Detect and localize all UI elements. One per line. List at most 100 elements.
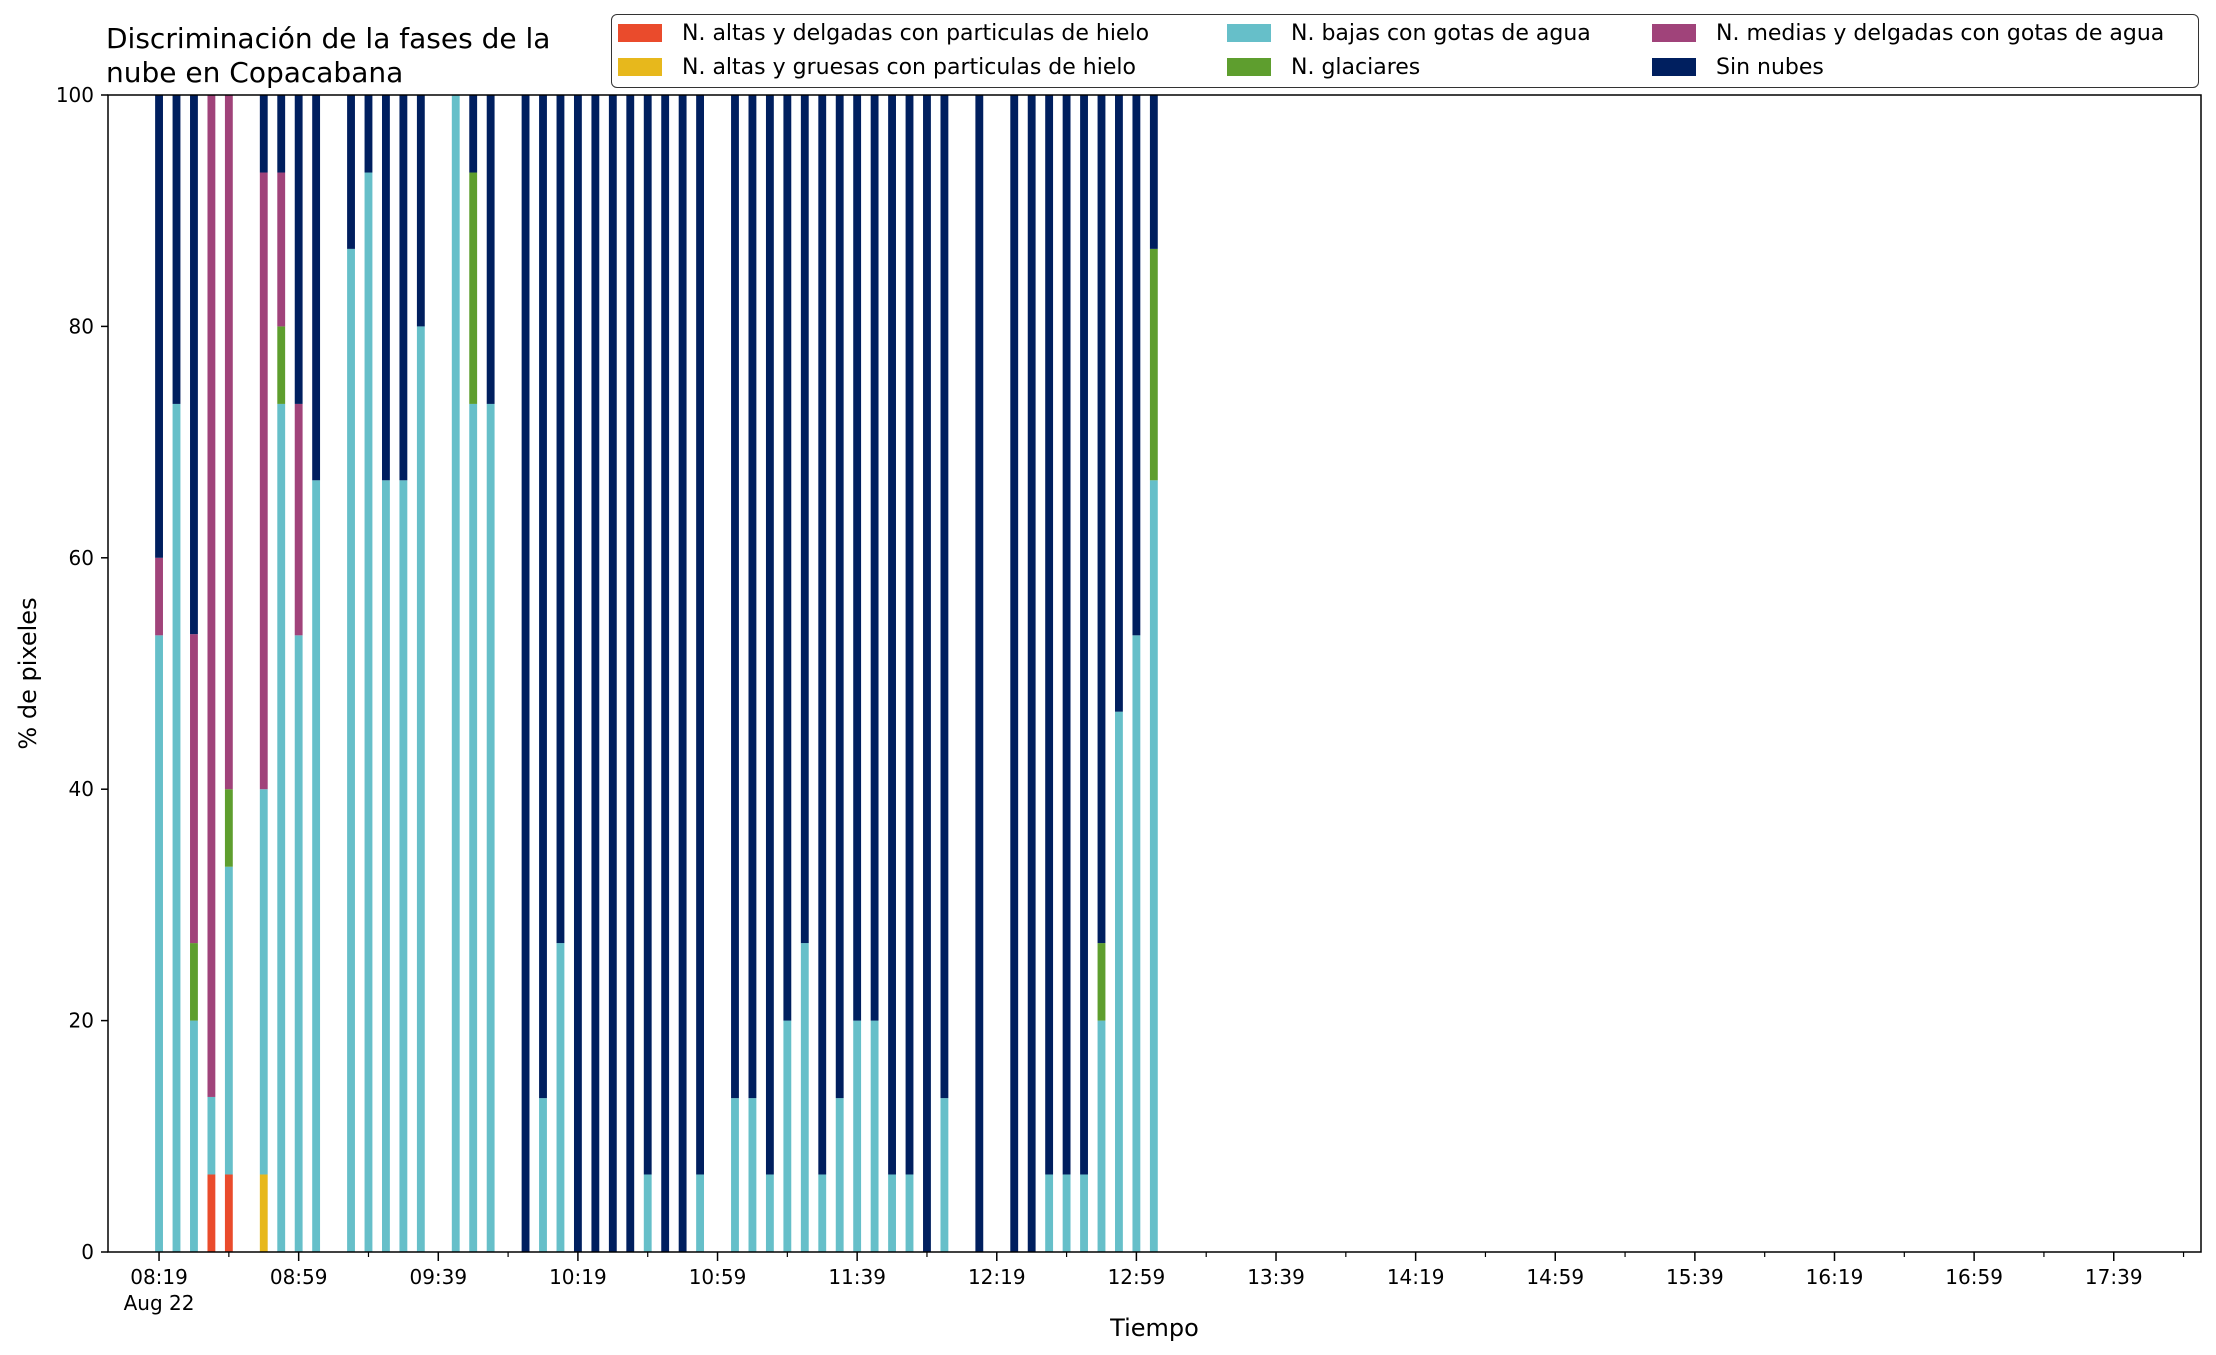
- bar-segment: [1062, 95, 1071, 1175]
- x-tick-label: 08:59: [270, 1265, 328, 1289]
- x-axis-label: Tiempo: [1109, 1314, 1199, 1342]
- bar-segment: [1097, 95, 1106, 944]
- y-tick-label: 20: [69, 1009, 94, 1033]
- legend-item: N. bajas con gotas de agua: [1227, 18, 1591, 48]
- bar-segment: [469, 95, 478, 173]
- bar-segment: [347, 248, 355, 1253]
- bar-segment: [1149, 248, 1158, 481]
- bar-segment: [224, 789, 233, 867]
- axes-frame: [107, 94, 2202, 1253]
- bar-segment: [521, 95, 530, 1252]
- legend-swatch: [1652, 58, 1696, 76]
- bar-segment: [1080, 95, 1088, 1175]
- x-tick-label: 16:59: [1945, 1265, 2003, 1289]
- bar-segment: [451, 95, 460, 1252]
- bar-segment: [1010, 95, 1019, 1252]
- bar-segment: [748, 95, 757, 1099]
- bar-segment: [888, 95, 896, 1175]
- bar-segment: [556, 943, 565, 1252]
- bar-segment: [975, 95, 984, 1252]
- x-tick-label: 08:19 Aug 22: [124, 1265, 195, 1315]
- bar-segment: [416, 326, 425, 1252]
- bar-segment: [469, 403, 478, 1252]
- bar-segment: [696, 1174, 705, 1252]
- bar-segment: [294, 403, 303, 636]
- bar-segment: [155, 557, 163, 636]
- bar-segment: [748, 1098, 757, 1252]
- bar-segment: [626, 95, 635, 1252]
- bar-segment: [835, 1098, 844, 1252]
- bar-segment: [469, 172, 478, 404]
- bar-segment: [643, 95, 652, 1175]
- legend-swatch: [618, 58, 662, 76]
- legend-swatch: [1227, 58, 1271, 76]
- x-tick-label: 10:59: [689, 1265, 747, 1289]
- y-axis-label: % de pixeles: [14, 597, 42, 749]
- bar-segment: [172, 95, 181, 404]
- bar-segment: [800, 95, 809, 944]
- bar-segment: [364, 172, 373, 1252]
- legend-label: Sin nubes: [1716, 54, 1824, 80]
- bar-segment: [190, 634, 198, 944]
- bar-segment: [923, 95, 931, 1252]
- bar-segment: [259, 172, 268, 790]
- bar-segment: [224, 95, 233, 790]
- bar-segment: [1045, 95, 1054, 1175]
- bar-segment: [1097, 943, 1106, 1021]
- bar-segment: [678, 95, 687, 1252]
- x-tick-label: 10:19: [549, 1265, 607, 1289]
- bar-segment: [155, 95, 163, 558]
- y-tick-label: 40: [69, 777, 94, 801]
- bar-segment: [399, 480, 408, 1252]
- bar-segment: [940, 1098, 949, 1252]
- bar-segment: [783, 1020, 792, 1252]
- bar-segment: [905, 95, 914, 1175]
- bar-segment: [259, 1174, 268, 1252]
- bar-segment: [1062, 1174, 1071, 1252]
- bar-segment: [207, 95, 216, 1097]
- bar-segment: [172, 403, 181, 1252]
- bar-segment: [800, 943, 809, 1252]
- legend-label: N. medias y delgadas con gotas de agua: [1716, 20, 2165, 46]
- bar-segment: [1115, 711, 1123, 1252]
- bar-segment: [294, 635, 303, 1252]
- bar-segment: [1027, 95, 1036, 1252]
- bar-segment: [1149, 95, 1158, 249]
- legend-item: N. altas y gruesas con particulas de hie…: [618, 52, 1136, 82]
- bar-segment: [940, 95, 949, 1099]
- bar-segment: [765, 1174, 774, 1252]
- bar-segment: [539, 95, 547, 1099]
- bar-segment: [155, 635, 163, 1252]
- bar-segment: [190, 1020, 198, 1252]
- bar-segment: [207, 1174, 216, 1252]
- bar-segment: [382, 480, 390, 1252]
- bar-segment: [277, 403, 286, 1252]
- legend-swatch: [1227, 24, 1271, 42]
- chart-title: Discriminación de la fases de la nube en…: [106, 22, 551, 89]
- bar-segment: [416, 95, 425, 327]
- legend-label: N. altas y delgadas con particulas de hi…: [682, 20, 1150, 46]
- bar-segment: [573, 95, 582, 1252]
- bar-segment: [277, 326, 286, 404]
- bar-segment: [1132, 635, 1141, 1252]
- bar-segment: [643, 1174, 652, 1252]
- bar-segment: [853, 1020, 862, 1252]
- bar-segment: [905, 1174, 914, 1252]
- bar-segment: [870, 95, 879, 1021]
- legend-swatch: [1652, 24, 1696, 42]
- bar-segment: [224, 1174, 233, 1252]
- bar-segment: [312, 95, 321, 481]
- bar-segment: [765, 95, 774, 1175]
- bar-segment: [888, 1174, 896, 1252]
- bar-segment: [259, 95, 268, 173]
- bar-segment: [1080, 1174, 1088, 1252]
- x-tick-label: 13:39: [1247, 1265, 1305, 1289]
- bar-segment: [486, 403, 495, 1252]
- bar-segment: [277, 95, 286, 173]
- bar-segment: [539, 1098, 547, 1252]
- ticks-layer: 0 20 40 60 80 100 08:19 Aug 22 08:59 09:39 10:19 10…: [56, 83, 2185, 1315]
- bar-segment: [312, 480, 321, 1252]
- x-tick-label: 15:39: [1666, 1265, 1724, 1289]
- legend-label: N. bajas con gotas de agua: [1291, 20, 1591, 46]
- bar-segment: [347, 95, 355, 249]
